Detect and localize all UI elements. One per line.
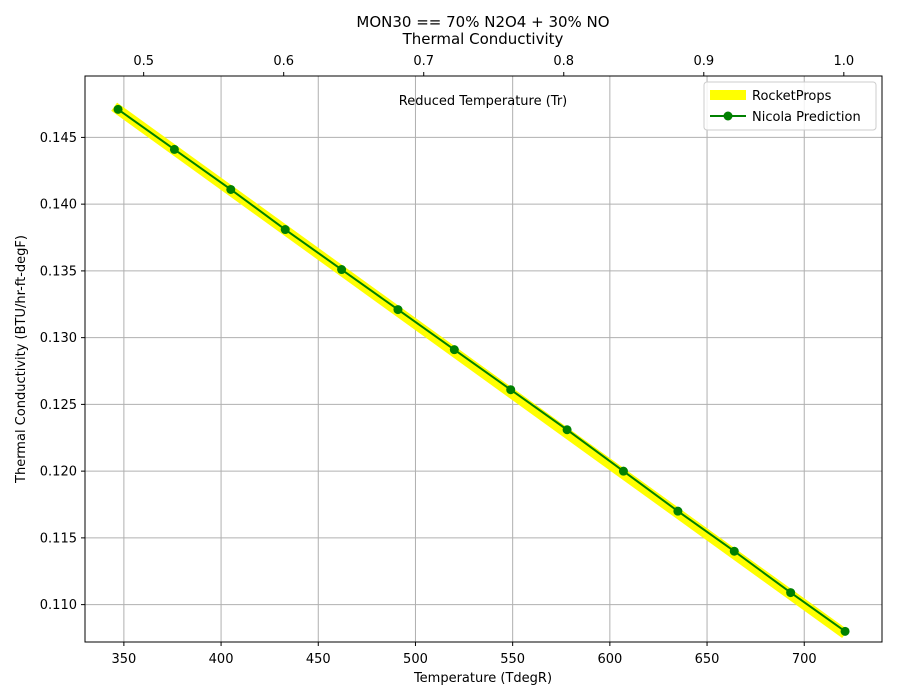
nicola-prediction-point [786, 588, 796, 598]
y-tick-label: 0.110 [40, 598, 77, 613]
rocketprops-line [111, 102, 848, 639]
nicola-prediction-point [729, 546, 739, 556]
nicola-prediction-point [337, 265, 347, 275]
nicola-prediction-point [618, 466, 628, 476]
x-tick-label: 450 [306, 652, 331, 667]
nicola-prediction-point [506, 385, 516, 395]
grid-lines [85, 76, 882, 642]
y-tick-label: 0.140 [40, 198, 77, 213]
y-axis-label: Thermal Conductivity (BTU/hr-ft-degF) [14, 235, 29, 484]
x-tick-label: 550 [500, 652, 525, 667]
nicola-prediction-point [449, 345, 459, 355]
top-x-tick-label: 0.7 [413, 54, 434, 69]
nicola-prediction-point [280, 225, 290, 235]
legend-rocketprops-label: RocketProps [752, 89, 832, 104]
nicola-prediction-point [113, 104, 123, 114]
nicola-prediction-point [169, 144, 179, 154]
y-tick-label: 0.115 [40, 531, 77, 546]
x-tick-label: 350 [111, 652, 136, 667]
top-x-tick-label: 0.9 [693, 54, 714, 69]
top-x-axis-label: Reduced Temperature (Tr) [399, 94, 567, 109]
legend: RocketProps Nicola Prediction [703, 81, 877, 131]
top-x-tick-label: 0.8 [553, 54, 574, 69]
legend-nicola-label: Nicola Prediction [752, 110, 861, 125]
nicola-prediction-point [226, 184, 236, 194]
x-tick-label: 600 [597, 652, 622, 667]
y-tick-label: 0.145 [40, 131, 77, 146]
x-tick-label: 500 [403, 652, 428, 667]
nicola-prediction-point [673, 506, 683, 516]
chart-subtitle: Thermal Conductivity [402, 30, 564, 48]
nicola-prediction-point [562, 425, 572, 435]
y-tick-label: 0.130 [40, 331, 77, 346]
chart-title: MON30 == 70% N2O4 + 30% NO [356, 13, 609, 31]
y-tick-label: 0.125 [40, 398, 77, 413]
nicola-prediction-point [840, 626, 850, 636]
plot-frame [84, 75, 883, 643]
x-tick-label: 400 [209, 652, 234, 667]
x-axis-label: Temperature (TdegR) [413, 671, 552, 686]
legend-nicola-marker [723, 111, 733, 121]
y-tick-label: 0.120 [40, 465, 77, 480]
legend-box [703, 81, 877, 131]
top-x-tick-label: 0.5 [133, 54, 154, 69]
series-layer [111, 102, 850, 639]
nicola-prediction-point [393, 305, 403, 315]
x-tick-label: 700 [792, 652, 817, 667]
top-x-tick-label: 1.0 [833, 54, 854, 69]
x-tick-label: 650 [695, 652, 720, 667]
y-tick-label: 0.135 [40, 264, 77, 279]
axis-ticks: 0.110 0.115 0.120 0.125 0.130 0.135 0.140 0.145… [40, 54, 854, 667]
top-x-tick-label: 0.6 [273, 54, 294, 69]
nicola-prediction-line [117, 108, 846, 633]
